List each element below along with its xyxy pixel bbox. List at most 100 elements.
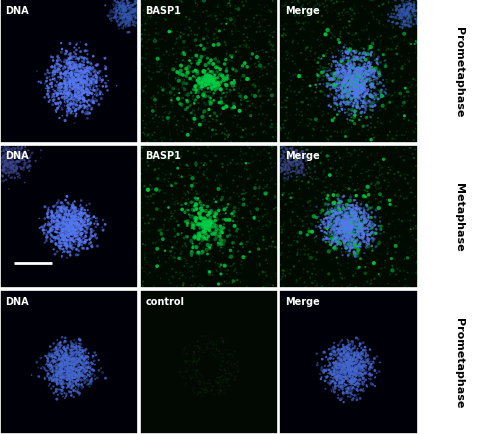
Point [326, 225, 334, 232]
Point [150, 158, 158, 164]
Point [405, 10, 413, 16]
Point [220, 365, 228, 372]
Point [343, 389, 351, 396]
Point [285, 164, 293, 171]
Point [396, 14, 404, 21]
Point [348, 98, 356, 105]
Point [58, 50, 66, 57]
Point [206, 339, 214, 346]
Point [194, 371, 202, 378]
Point [357, 56, 365, 62]
Point [353, 67, 361, 74]
Point [341, 354, 349, 361]
Point [198, 83, 206, 90]
Point [333, 376, 341, 383]
Point [61, 231, 69, 238]
Point [326, 46, 334, 53]
Point [40, 365, 48, 372]
Point [266, 37, 274, 44]
Point [251, 185, 259, 192]
Point [358, 125, 366, 132]
Point [66, 59, 74, 66]
Point [296, 153, 304, 160]
Point [183, 368, 191, 375]
Point [124, 18, 132, 25]
Point [222, 368, 230, 375]
Point [22, 161, 30, 168]
Point [298, 135, 306, 142]
Point [360, 232, 368, 239]
Point [76, 105, 84, 112]
Point [364, 358, 372, 365]
Point [66, 64, 74, 71]
Point [340, 77, 348, 84]
Point [84, 360, 92, 367]
Point [57, 207, 65, 214]
Point [342, 216, 350, 223]
Point [346, 83, 354, 90]
Point [208, 220, 216, 227]
Point [6, 156, 14, 163]
Point [348, 356, 356, 363]
Point [198, 385, 206, 392]
Point [356, 72, 364, 79]
Point [358, 239, 366, 246]
Point [332, 87, 340, 94]
Point [8, 161, 16, 168]
Point [76, 367, 84, 374]
Point [88, 78, 96, 85]
Point [49, 368, 57, 375]
Point [80, 95, 88, 102]
Point [294, 0, 302, 5]
Point [400, 38, 408, 45]
Point [36, 155, 44, 162]
Point [231, 227, 239, 234]
Point [179, 123, 187, 130]
Point [188, 99, 196, 105]
Point [58, 227, 66, 234]
Point [21, 144, 29, 151]
Point [75, 211, 83, 218]
Point [336, 210, 344, 217]
Point [199, 249, 207, 256]
Point [341, 70, 349, 77]
Point [170, 253, 177, 260]
Point [350, 3, 358, 10]
Point [334, 354, 342, 361]
Point [64, 213, 72, 220]
Point [356, 361, 364, 368]
Point [53, 209, 61, 216]
Point [158, 161, 166, 168]
Point [349, 80, 357, 87]
Point [230, 233, 238, 240]
Point [284, 147, 292, 154]
Point [63, 82, 71, 89]
Point [346, 240, 354, 247]
Point [200, 90, 208, 97]
Point [81, 229, 89, 236]
Point [409, 168, 417, 175]
Point [22, 153, 30, 160]
Point [342, 227, 349, 234]
Point [74, 216, 82, 223]
Point [71, 226, 79, 233]
Point [404, 19, 412, 26]
Point [17, 146, 25, 153]
Point [406, 24, 413, 31]
Point [350, 87, 358, 94]
Point [48, 363, 56, 370]
Point [47, 234, 55, 241]
Point [56, 220, 64, 227]
Point [266, 281, 274, 288]
Point [0, 167, 7, 174]
Point [8, 156, 16, 163]
Point [77, 197, 85, 204]
Point [68, 363, 76, 370]
Point [71, 232, 79, 239]
Point [356, 74, 364, 81]
Point [50, 68, 58, 75]
Point [358, 387, 366, 394]
Point [180, 49, 188, 56]
Point [270, 102, 278, 108]
Point [324, 363, 332, 370]
